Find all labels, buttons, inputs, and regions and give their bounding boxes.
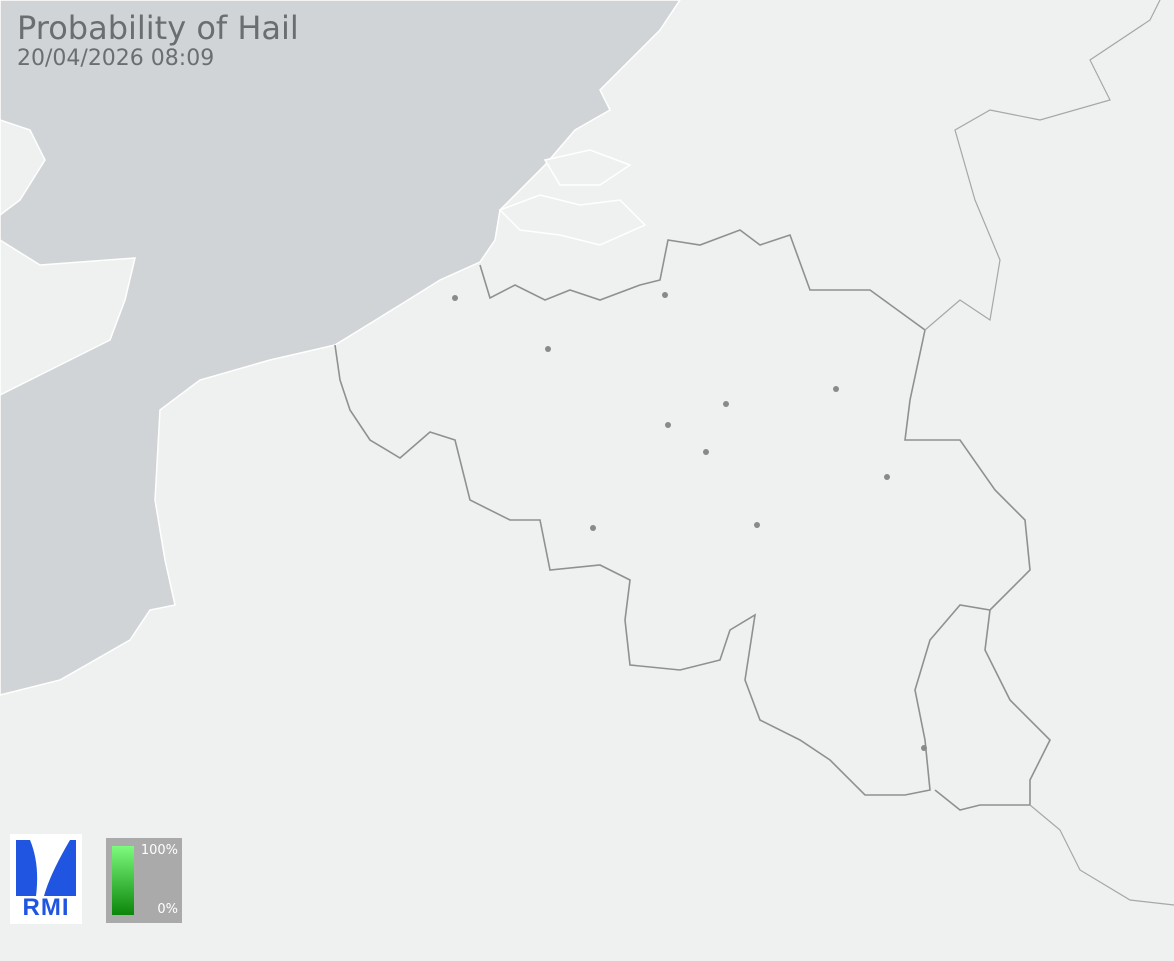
city-marker — [665, 422, 671, 428]
map-timestamp: 20/04/2026 08:09 — [17, 46, 215, 71]
sea — [0, 0, 681, 696]
germany-france-border — [1029, 804, 1174, 906]
city-marker — [884, 474, 890, 480]
luxembourg-border — [934, 609, 1051, 811]
city-marker — [545, 346, 551, 352]
city-marker — [590, 525, 596, 531]
rmi-logo-emblem — [16, 840, 76, 896]
city-marker — [662, 292, 668, 298]
map-title: Probability of Hail — [17, 9, 299, 47]
belgium-border — [334, 229, 1031, 796]
legend-color-bar — [112, 846, 134, 915]
england-land — [0, 239, 136, 396]
rmi-logo-text: RMI — [22, 894, 70, 921]
city-marker — [833, 386, 839, 392]
city-marker — [703, 449, 709, 455]
netherlands-germany-border — [924, 0, 1161, 331]
probability-legend: 100% 0% — [106, 838, 182, 923]
city-marker — [452, 295, 458, 301]
city-marker — [921, 745, 927, 751]
city-marker — [754, 522, 760, 528]
city-marker — [723, 401, 729, 407]
rmi-logo: RMI — [10, 834, 82, 924]
legend-min-label: 0% — [157, 902, 178, 917]
zeeland-islands — [498, 149, 647, 246]
england-land-north — [0, 119, 46, 216]
legend-max-label: 100% — [140, 843, 178, 858]
city-markers — [452, 292, 927, 751]
